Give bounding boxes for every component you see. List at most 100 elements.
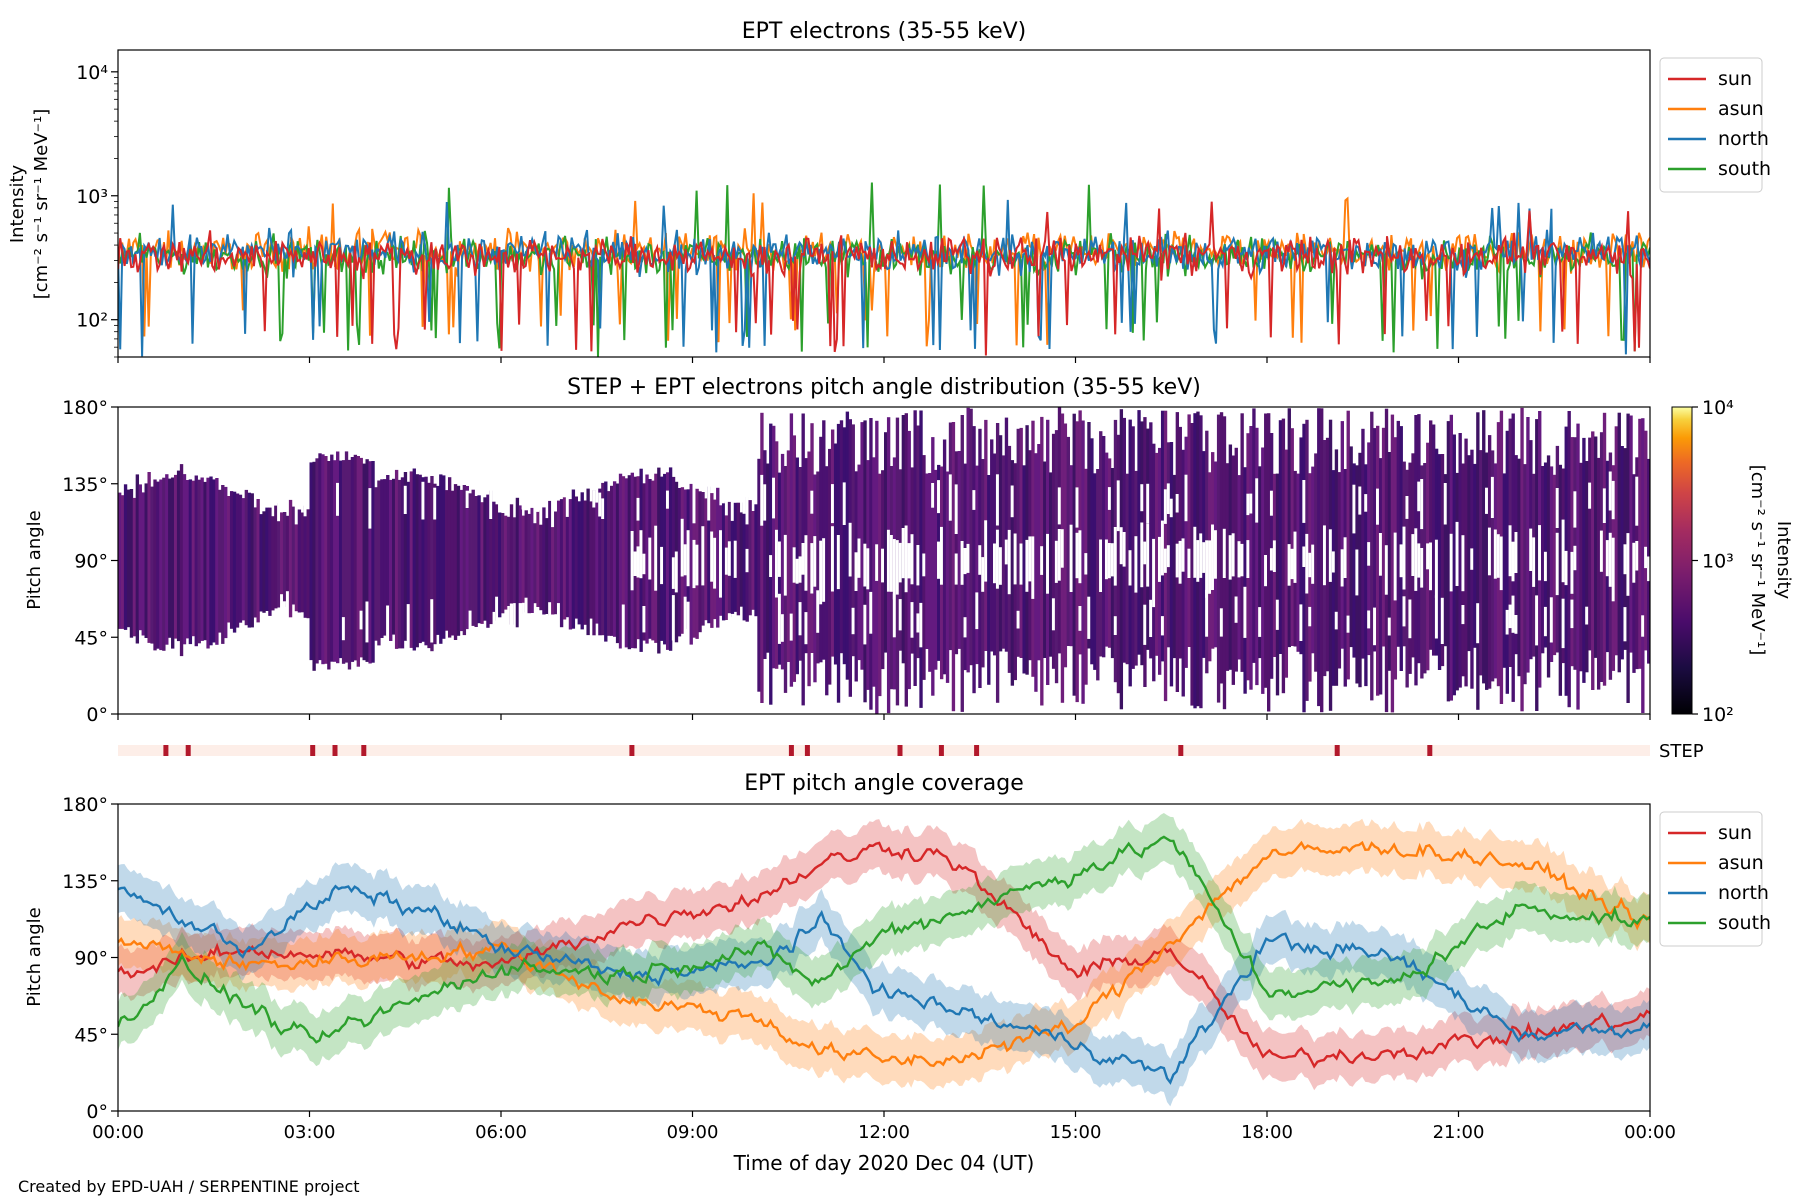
pad-gap: [1514, 532, 1518, 573]
panel3-ylabel: Pitch angle: [24, 907, 45, 1006]
pad-column: [456, 485, 461, 636]
pad-gap: [1057, 529, 1062, 581]
pad-column: [869, 418, 873, 710]
pad-column: [1452, 434, 1456, 696]
pad-column: [409, 471, 414, 648]
pad-column: [839, 420, 844, 654]
pad-gap: [1461, 535, 1465, 592]
pad-column: [1376, 425, 1380, 696]
y-tick-label: 135°: [62, 474, 108, 496]
pad-gap: [907, 543, 912, 579]
pad-gap: [963, 548, 967, 575]
pad-column: [786, 450, 791, 662]
pad-column: [232, 491, 237, 633]
x-tick-label: 06:00: [475, 1122, 527, 1143]
pad-gap: [1269, 490, 1274, 516]
pad-column: [495, 504, 499, 621]
pad-column: [539, 510, 543, 611]
pad-column: [1523, 464, 1527, 685]
pad-gap: [1496, 534, 1501, 578]
pad-column: [842, 427, 847, 665]
pad-gap: [1051, 598, 1056, 631]
pad-gap: [551, 478, 555, 528]
pad-column: [439, 474, 443, 644]
pad-gap: [1399, 544, 1404, 578]
pad-column: [227, 496, 231, 623]
pad-column: [780, 453, 785, 670]
pad-column: [742, 502, 746, 621]
step-mark: [1427, 745, 1433, 756]
pad-gap: [1104, 539, 1109, 580]
pad-gap: [1075, 532, 1079, 579]
pad-gap: [939, 526, 944, 585]
pad-gap: [922, 553, 926, 577]
pad-gap: [1293, 531, 1297, 583]
pad-column: [1275, 473, 1280, 696]
y-tick-label: 90°: [74, 948, 108, 970]
pad-column: [716, 487, 720, 628]
y-tick-label: 180°: [62, 397, 108, 419]
pad-gap: [1555, 488, 1560, 528]
pad-column: [1526, 417, 1530, 673]
pad-column: [1240, 413, 1244, 672]
pad-gap: [1140, 484, 1144, 512]
pad-column: [972, 426, 976, 694]
pad-column: [147, 472, 151, 643]
pad-column: [645, 474, 649, 644]
pad-gap: [772, 477, 776, 519]
pad-gap: [1255, 478, 1259, 523]
pad-column: [171, 477, 175, 649]
pad-gap: [954, 484, 959, 534]
panel1-ylabel-line2: [cm⁻² s⁻¹ sr⁻¹ MeV⁻¹]: [31, 109, 52, 300]
pad-gap: [1187, 548, 1191, 578]
legend-label-north: north: [1718, 882, 1769, 904]
pad-column: [1190, 423, 1194, 706]
pad-gap: [1219, 608, 1224, 637]
pad-column: [586, 488, 590, 636]
pad-column: [162, 477, 166, 651]
pad-column: [288, 499, 293, 618]
y-tick-label: 90°: [74, 551, 108, 573]
pad-gap: [359, 610, 364, 630]
pad-gap: [1249, 493, 1253, 514]
pad-column: [551, 505, 555, 615]
pad-column: [663, 473, 667, 645]
pad-gap: [1169, 498, 1174, 518]
pad-column: [197, 479, 201, 644]
pad-gap: [533, 483, 537, 524]
pad-gap: [1538, 525, 1542, 581]
pad-gap: [1146, 523, 1150, 587]
pad-column: [574, 496, 578, 619]
pad-gap: [1549, 597, 1554, 643]
panel2-ylabel: Pitch angle: [24, 510, 45, 609]
pad-column: [610, 485, 614, 636]
pad-column: [274, 505, 278, 609]
pad-gap: [1641, 615, 1645, 637]
pad-column: [931, 437, 935, 696]
pad-gap: [798, 556, 803, 583]
pad-gap: [774, 529, 779, 598]
pad-column: [739, 512, 743, 607]
pad-column: [356, 456, 360, 667]
pad-column: [241, 498, 246, 621]
pad-gap: [1626, 533, 1630, 596]
pad-gap: [1275, 599, 1280, 630]
pad-gap: [1128, 550, 1132, 586]
pad-column: [209, 476, 213, 646]
pad-gap: [822, 538, 826, 602]
pad-gap: [465, 490, 470, 508]
colorbar-tick-label: 10³: [1702, 551, 1734, 573]
pad-gap: [403, 485, 408, 514]
coverage-line-sun: [118, 841, 1650, 1069]
pad-gap: [904, 525, 909, 593]
pad-column: [536, 511, 540, 607]
pad-gap: [654, 525, 658, 591]
pad-gap: [1470, 548, 1474, 570]
pad-gap: [671, 595, 676, 641]
pad-column: [1423, 463, 1427, 674]
pad-column: [123, 484, 128, 630]
y-tick-label: 45°: [74, 1024, 108, 1046]
pad-column: [1314, 453, 1318, 672]
step-mark: [1178, 745, 1184, 756]
x-tick-label: 15:00: [1050, 1122, 1102, 1143]
